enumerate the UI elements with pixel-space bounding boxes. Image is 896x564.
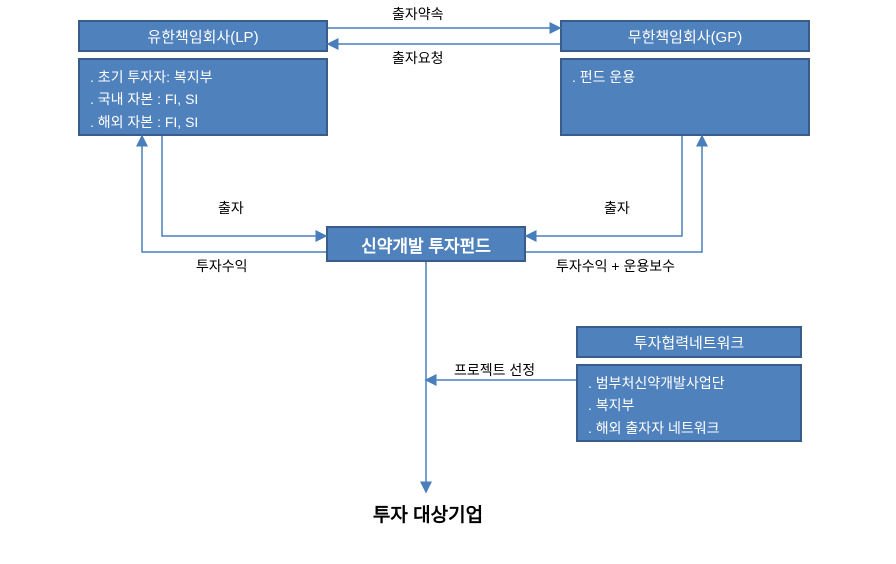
gp-body-box: . 펀드 운용 [560,58,810,136]
arrow-lp-down [162,136,326,236]
target-title: 투자 대상기업 [373,505,483,526]
network-title-box: 투자협력네트워크 [576,326,802,358]
edge-call-label: 출자요청 [392,48,444,68]
gp-title-box: 무한책임회사(GP) [560,20,810,52]
network-body-item: . 범부처신약개발사업단 [588,372,790,394]
edge-return-l-label: 투자수익 [196,256,248,276]
network-body-item: . 해외 출자자 네트워크 [588,417,790,439]
fund-box: 신약개발 투자펀드 [326,226,526,262]
edge-commit-label: 출자약속 [392,4,444,24]
lp-body-item: . 해외 자본 : FI, SI [90,111,316,133]
network-body-item: . 복지부 [588,394,790,416]
network-body-box: . 범부처신약개발사업단 . 복지부 . 해외 출자자 네트워크 [576,364,802,442]
edge-invest-l-label: 출자 [218,198,244,218]
lp-title: 유한책임회사(LP) [147,26,258,47]
target-label: 투자 대상기업 [328,500,528,527]
network-title: 투자협력네트워크 [634,332,744,353]
fund-title: 신약개발 투자펀드 [361,232,491,257]
gp-body-item: . 펀드 운용 [572,66,798,88]
arrow-gp-up [526,136,702,252]
arrow-lp-up [142,136,326,252]
lp-body-box: . 초기 투자자: 복지부 . 국내 자본 : FI, SI . 해외 자본 :… [78,58,328,136]
lp-body-item: . 국내 자본 : FI, SI [90,88,316,110]
arrow-gp-down [526,136,682,236]
edge-return-r-label: 투자수익 + 운용보수 [556,256,675,276]
gp-title: 무한책임회사(GP) [628,26,742,47]
lp-title-box: 유한책임회사(LP) [78,20,328,52]
edge-select-label: 프로젝트 선정 [454,360,535,380]
edge-invest-r-label: 출자 [604,198,630,218]
lp-body-item: . 초기 투자자: 복지부 [90,66,316,88]
